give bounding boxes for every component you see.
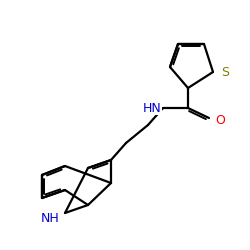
Text: S: S xyxy=(221,66,229,78)
Text: O: O xyxy=(215,114,225,126)
Text: HN: HN xyxy=(142,102,161,114)
Text: NH: NH xyxy=(41,212,60,224)
